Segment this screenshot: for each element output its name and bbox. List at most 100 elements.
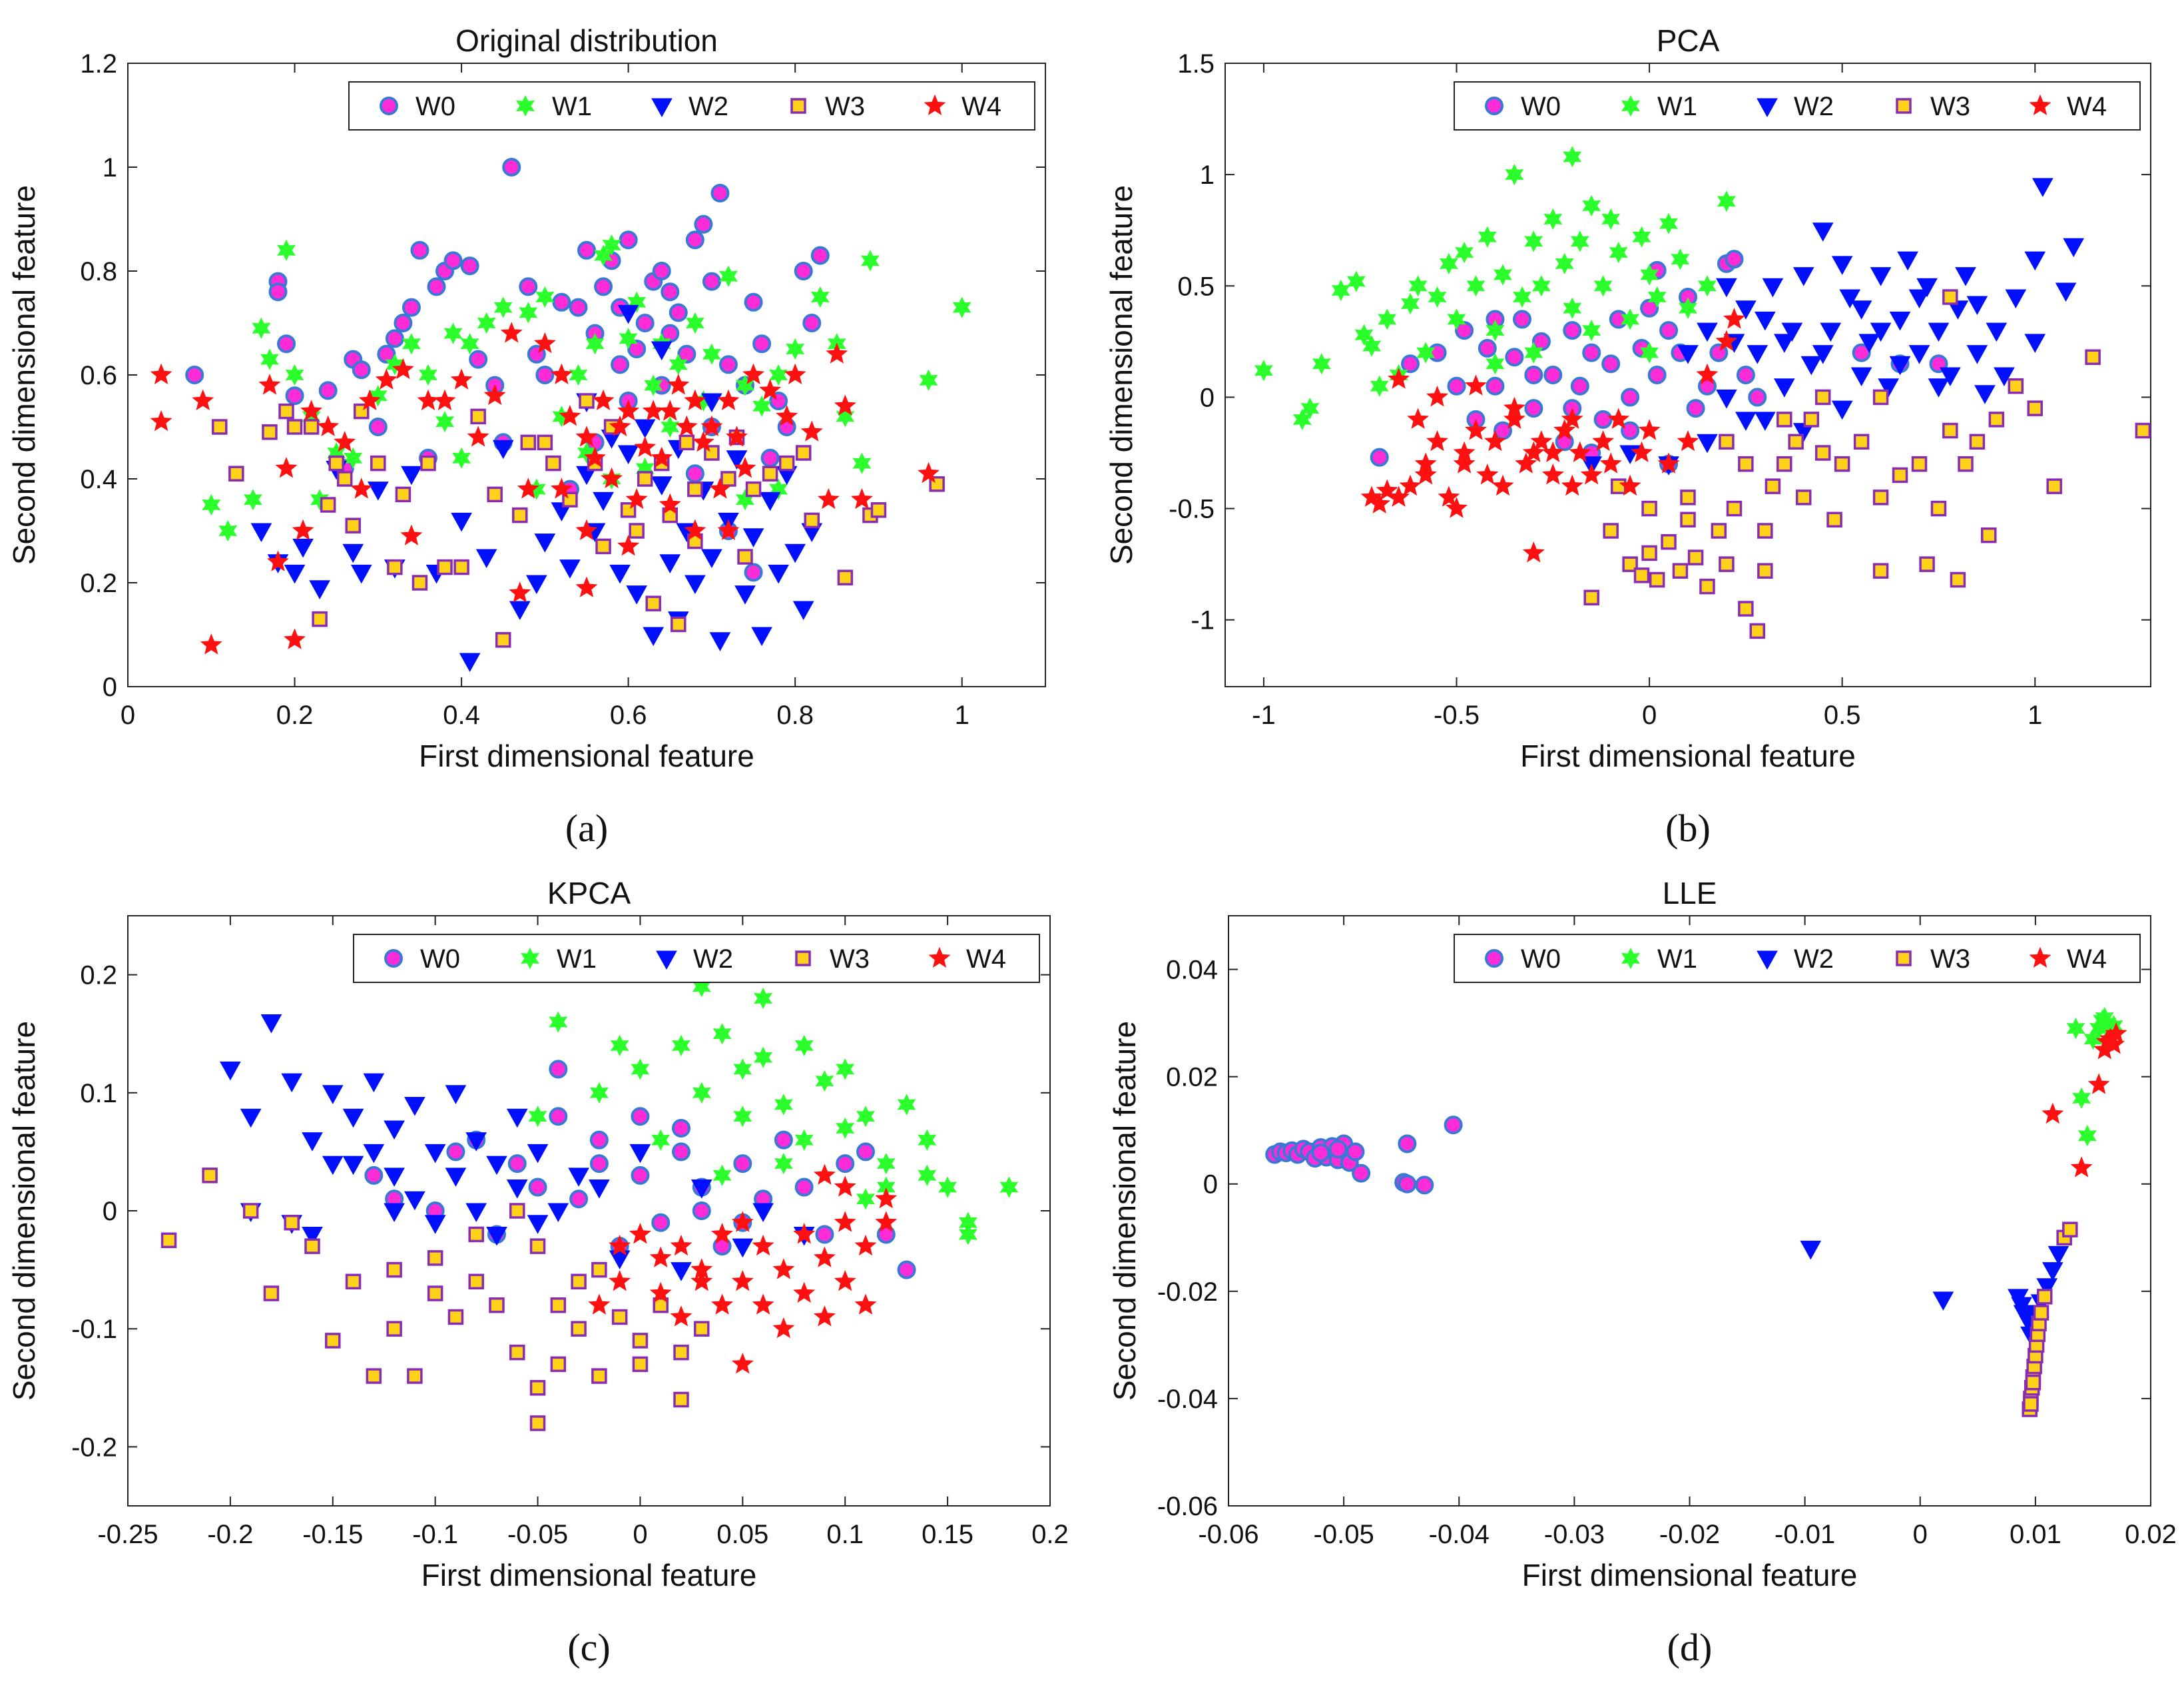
x-axis-label: First dimensional feature bbox=[1520, 739, 1856, 773]
point-w1 bbox=[435, 411, 454, 433]
point-w3 bbox=[632, 1356, 649, 1373]
point-w3 bbox=[1826, 511, 1842, 528]
point-w0 bbox=[752, 334, 772, 354]
point-w0 bbox=[1659, 321, 1679, 340]
point-w2 bbox=[424, 1215, 446, 1234]
point-w0 bbox=[627, 340, 647, 358]
point-w2 bbox=[322, 1156, 344, 1176]
point-w3 bbox=[1622, 556, 1638, 572]
point-w2 bbox=[751, 627, 772, 647]
point-w1 bbox=[2066, 1017, 2085, 1040]
point-w1 bbox=[1555, 252, 1574, 275]
point-w2 bbox=[1986, 322, 2008, 342]
point-w1 bbox=[1524, 342, 1543, 364]
x-tick-label: 0 bbox=[1642, 701, 1657, 730]
point-w4 bbox=[675, 415, 698, 436]
point-w1 bbox=[774, 1152, 793, 1175]
legend: W0 W1 W2 W3 W4 bbox=[353, 934, 1040, 983]
point-w2 bbox=[2055, 282, 2077, 302]
point-w1 bbox=[535, 286, 555, 308]
point-w4 bbox=[752, 1293, 774, 1315]
point-w4 bbox=[1476, 464, 1499, 485]
point-w2 bbox=[2024, 334, 2046, 353]
point-w1 bbox=[661, 416, 680, 438]
point-w0 bbox=[794, 1178, 814, 1197]
point-w1 bbox=[1659, 212, 1678, 234]
point-w1 bbox=[585, 333, 605, 355]
y-tick-label: 0.2 bbox=[80, 961, 117, 990]
legend-label-w2: W2 bbox=[688, 92, 728, 121]
point-w3 bbox=[1680, 490, 1696, 505]
point-w4 bbox=[776, 405, 798, 426]
point-w2 bbox=[1677, 345, 1699, 364]
point-w4 bbox=[629, 1223, 651, 1244]
y-tick-label: -0.06 bbox=[1157, 1492, 1218, 1521]
point-w2 bbox=[459, 653, 481, 673]
point-w2 bbox=[617, 304, 639, 324]
point-w3 bbox=[370, 455, 386, 472]
point-w0 bbox=[1447, 376, 1466, 396]
point-w1 bbox=[1478, 226, 1497, 248]
point-w1 bbox=[692, 1082, 711, 1104]
point-w1 bbox=[736, 374, 754, 396]
point-w0 bbox=[402, 298, 421, 317]
point-w3 bbox=[262, 424, 278, 440]
point-w1 bbox=[1531, 275, 1551, 297]
y-axis-label: Second dimensional feature bbox=[7, 1021, 41, 1401]
point-w3 bbox=[2027, 400, 2043, 416]
legend-label-w2: W2 bbox=[1794, 92, 1834, 121]
point-w2 bbox=[547, 1203, 569, 1223]
x-axis-label: First dimensional feature bbox=[421, 1558, 757, 1592]
point-w0 bbox=[268, 282, 288, 302]
x-tick-label: -1 bbox=[1252, 701, 1276, 730]
point-w3 bbox=[1853, 434, 1870, 450]
point-w1 bbox=[1439, 252, 1458, 275]
point-w1 bbox=[918, 1129, 937, 1151]
point-w0 bbox=[469, 350, 488, 369]
point-w2 bbox=[2032, 178, 2053, 197]
x-tick-label: -0.06 bbox=[1198, 1520, 1258, 1549]
x-axis-label: First dimensional feature bbox=[419, 739, 754, 773]
point-w4 bbox=[717, 519, 740, 540]
point-w4 bbox=[433, 389, 456, 410]
point-w1 bbox=[1593, 275, 1613, 297]
point-w1 bbox=[918, 1164, 937, 1186]
point-w4 bbox=[854, 1293, 877, 1315]
point-w4 bbox=[1453, 441, 1476, 462]
point-w3 bbox=[1603, 523, 1619, 539]
point-w1 bbox=[2083, 1028, 2103, 1050]
legend-label-w1: W1 bbox=[557, 944, 597, 974]
point-w0 bbox=[1524, 366, 1543, 384]
point-w3 bbox=[386, 1321, 402, 1337]
point-w1 bbox=[1640, 264, 1659, 286]
x-tick-label: 1 bbox=[2028, 701, 2042, 730]
point-w4 bbox=[617, 400, 640, 421]
point-w2 bbox=[568, 1168, 589, 1187]
point-w2 bbox=[617, 445, 639, 465]
point-w2 bbox=[1908, 345, 1930, 364]
legend-label-w0: W0 bbox=[415, 92, 455, 121]
point-w4 bbox=[1553, 419, 1576, 440]
point-w4 bbox=[813, 1246, 836, 1267]
point-w0 bbox=[1609, 310, 1628, 329]
point-w4 bbox=[1619, 474, 1641, 496]
point-w3 bbox=[579, 393, 595, 409]
point-w2 bbox=[2005, 289, 2027, 309]
legend-label-w2: W2 bbox=[1794, 944, 1834, 974]
legend-label-w3: W3 bbox=[1930, 944, 1970, 974]
point-w4 bbox=[509, 581, 531, 603]
point-w4 bbox=[1522, 441, 1545, 462]
point-w4 bbox=[800, 420, 823, 442]
point-w2 bbox=[2042, 1262, 2063, 1281]
point-w2 bbox=[1792, 267, 1814, 286]
point-w3 bbox=[1872, 389, 1889, 406]
point-w2 bbox=[1870, 322, 1892, 342]
point-w4 bbox=[358, 389, 381, 410]
point-w4 bbox=[1677, 430, 1699, 452]
point-w4 bbox=[1426, 386, 1449, 407]
point-w3 bbox=[489, 1297, 505, 1313]
point-w2 bbox=[309, 580, 330, 599]
point-w2 bbox=[1831, 256, 1853, 275]
point-w2 bbox=[367, 482, 389, 501]
point-w1 bbox=[252, 317, 271, 339]
